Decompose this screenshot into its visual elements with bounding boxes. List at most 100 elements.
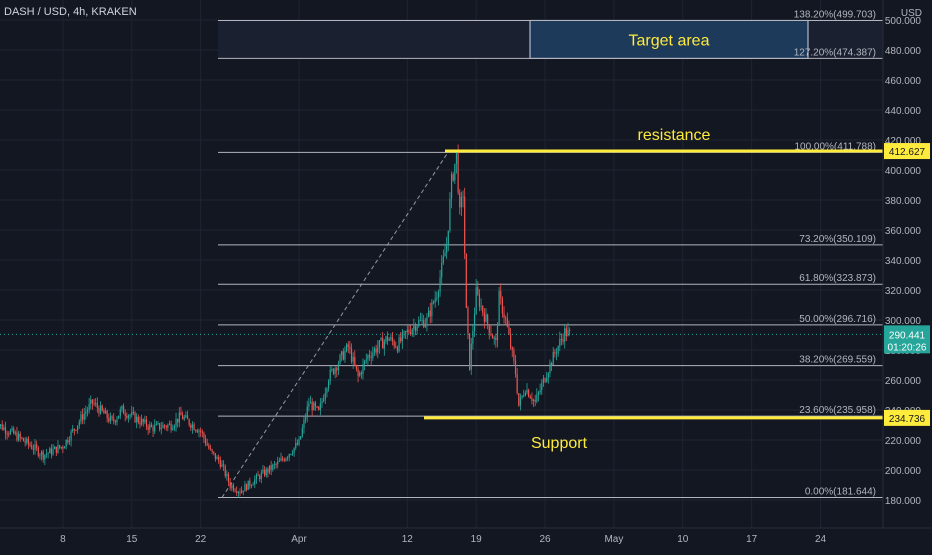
candle [510,328,512,350]
candle [551,361,553,372]
candle [472,323,474,350]
candle [432,300,435,305]
candle-body [229,481,231,488]
candle-body [544,378,546,382]
candle [355,364,358,372]
candle [180,406,182,416]
candle [496,321,499,348]
candle [40,450,43,461]
symbol-title[interactable]: DASH / USD, 4h, KRAKEN [4,6,137,18]
candle-body [414,325,417,331]
candle-body [359,372,361,377]
candle-body [391,337,394,342]
candle [83,407,85,425]
candle-body [209,448,212,450]
candle-body [234,490,236,492]
price-tick-label: 460.000 [885,76,922,87]
candle-body [483,312,485,322]
candle-body [106,410,108,419]
fib-level-label: 100.00%(411.788) [794,141,876,152]
candle [149,421,151,433]
candle-body [459,192,461,208]
candle [444,243,446,257]
candle [154,419,156,435]
candle [68,436,71,445]
time-tick-label: May [604,534,623,545]
candle [569,327,571,336]
candle-body [227,474,230,482]
candle-body [557,346,559,354]
candle [418,316,420,328]
candle [446,236,448,260]
candle [564,323,566,349]
candle [436,291,438,302]
price-tick-label: 200.000 [885,466,922,477]
candle [54,445,56,450]
candle-body [382,338,384,349]
candle-body [539,390,541,393]
candle [350,343,353,364]
candle [216,455,218,460]
candle [429,302,431,324]
candle-body [50,448,52,455]
candle [500,283,502,305]
support-resistance-layer[interactable]: resistance Support [424,127,883,452]
candle [562,333,564,345]
candle-body [470,343,472,370]
candle-body [190,424,192,428]
candle [85,405,87,420]
candle [465,253,467,309]
candle [298,436,300,447]
candle [565,324,567,341]
candle-body [446,245,448,253]
candle [490,325,492,337]
candle [419,312,421,322]
candle-body [357,369,359,377]
candle [36,440,38,451]
time-axis[interactable]: 8 15 22 Apr 12 19 26 May 10 17 24 [0,527,932,545]
candle-body [59,445,61,448]
candle-body [352,356,354,362]
candle [329,365,331,385]
price-tick-label: 480.000 [885,46,922,57]
resistance-price-tag-bg [884,143,930,160]
candle-body [514,360,517,375]
candle-body [208,445,210,449]
candle [491,333,494,339]
candle-body [344,351,346,360]
candle [72,424,74,433]
price-tick-label: 440.000 [885,106,922,117]
candle-body [288,454,290,458]
candle [6,430,8,440]
candle-body [437,291,440,298]
candle-body [257,474,259,476]
candle [295,437,297,451]
candle [454,163,456,185]
candle [208,442,210,450]
candle-body [491,335,494,339]
candle [0,423,2,429]
candle [309,395,312,404]
candle [560,333,563,346]
fib-level-label: 138.20%(499.703) [794,9,876,20]
candle [163,424,166,430]
candle-body [201,431,203,433]
candle-body [70,431,72,441]
candle [162,421,164,429]
candle [160,421,162,435]
candle [409,325,412,336]
candle [9,428,11,436]
candle-body [245,484,248,490]
candle-body [521,395,523,398]
candle-body [118,415,120,419]
candle [385,335,387,344]
candle [70,429,72,447]
candle [137,414,139,425]
candle-body [224,465,226,477]
candle-body [132,412,134,414]
candle-body [242,490,244,492]
price-tick-label: 320.000 [885,286,922,297]
